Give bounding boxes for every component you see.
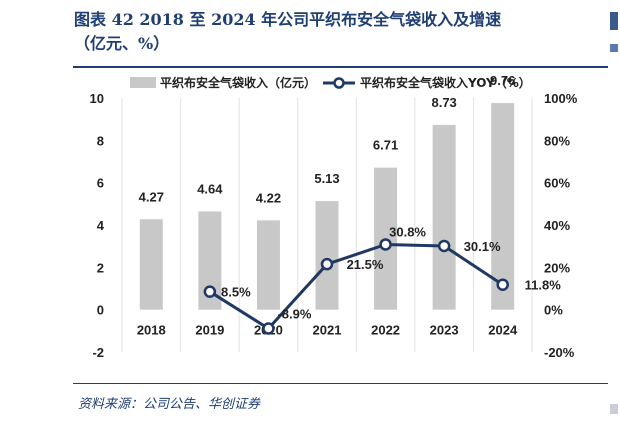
y-left-tick-label: 2: [97, 260, 104, 275]
yoy-data-label: 21.5%: [347, 257, 384, 272]
edge-fragment-top: [610, 12, 618, 30]
caption-units: （亿元、%）: [74, 34, 170, 53]
y-right-tick-label: 40%: [544, 218, 570, 233]
bar: [139, 219, 163, 310]
yoy-data-label: -8.9%: [277, 307, 311, 322]
yoy-point: [203, 285, 217, 298]
yoy-point: [262, 322, 275, 335]
x-tick-label: 2023: [430, 323, 459, 338]
yoy-data-label: 30.1%: [464, 239, 501, 254]
y-left-tick-label: 10: [90, 91, 104, 106]
bar-data-label: 5.13: [314, 171, 339, 186]
figure-caption: 图表 42 2018 至 2024 年公司平织布安全气袋收入及增速 （亿元、%）: [74, 8, 604, 56]
bar: [256, 220, 280, 310]
bar: [198, 211, 222, 310]
revenue-growth-chart: -2 0 2 4 6 8 10 -20% 0% 20% 40% 60% 80% 100% 4.27 4.64 4…: [90, 73, 578, 360]
legend-line-label: 平织布安全气袋收入YOY（%）: [360, 75, 531, 90]
x-tick-label: 2024: [488, 323, 518, 338]
yoy-data-label: 30.8%: [389, 224, 426, 239]
bar-data-label: 4.64: [197, 181, 223, 196]
yoy-data-label: 8.5%: [221, 285, 251, 300]
legend-bar-swatch: [130, 77, 156, 88]
yoy-point: [320, 257, 334, 271]
x-tick-label: 2018: [137, 323, 166, 338]
bar-data-label: 8.73: [431, 95, 456, 110]
bar: [432, 124, 456, 310]
bar: [491, 103, 515, 310]
caption-divider: [73, 66, 608, 68]
yoy-point: [496, 278, 509, 291]
x-tick-label: 2019: [195, 323, 224, 338]
y-left-tick-label: -2: [92, 345, 104, 360]
yoy-point: [379, 238, 392, 251]
caption-title: 图表 42 2018 至 2024 年公司平织布安全气袋收入及增速: [74, 10, 502, 29]
x-tick-label: 2021: [313, 323, 342, 338]
bar: [315, 201, 339, 310]
source-note: 资料来源：公司公告、华创证券: [78, 397, 261, 412]
bar-data-label: 4.22: [256, 190, 281, 205]
legend-line-marker: [333, 77, 345, 89]
bar-data-label: 9.76: [490, 73, 515, 88]
y-right-tick-label: 0%: [544, 303, 563, 318]
y-left-tick-label: 4: [97, 218, 105, 233]
y-right-tick-label: 100%: [544, 91, 578, 106]
edge-fragment-mid: [610, 44, 618, 52]
y-right-tick-label: 80%: [544, 133, 570, 148]
edge-fragment-bottom: [610, 404, 618, 414]
y-right-tick-label: 60%: [544, 176, 570, 191]
y-left-tick-label: 6: [97, 176, 104, 191]
yoy-point: [437, 239, 451, 253]
bar-data-label: 6.71: [373, 138, 398, 153]
x-tick-label: 2022: [371, 323, 400, 338]
yoy-line: [209, 242, 504, 331]
y-left-tick-label: 8: [97, 133, 104, 148]
y-right-tick-label: 20%: [544, 260, 570, 275]
yoy-data-label: 11.8%: [525, 278, 562, 293]
legend-bar-label: 平织布安全气袋收入（亿元）: [160, 75, 316, 90]
bar-data-label: 4.27: [139, 189, 164, 204]
y-left-tick-label: 0: [97, 303, 104, 318]
y-right-tick-label: -20%: [544, 345, 575, 360]
source-divider: [73, 383, 608, 384]
